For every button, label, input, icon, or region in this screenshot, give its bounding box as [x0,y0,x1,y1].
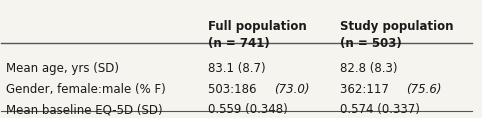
Text: 83.1 (8.7): 83.1 (8.7) [208,62,266,75]
Text: (75.6): (75.6) [406,82,442,96]
Text: 362:117: 362:117 [340,82,393,96]
Text: Gender, female:male (% F): Gender, female:male (% F) [6,82,166,96]
Text: Mean age, yrs (SD): Mean age, yrs (SD) [6,62,119,75]
Text: 0.574 (0.337): 0.574 (0.337) [340,103,420,116]
Text: 0.559 (0.348): 0.559 (0.348) [208,103,288,116]
Text: (73.0): (73.0) [274,82,309,96]
Text: Mean baseline EQ-5D (SD): Mean baseline EQ-5D (SD) [6,103,163,116]
Text: 503:186: 503:186 [208,82,261,96]
Text: 82.8 (8.3): 82.8 (8.3) [340,62,398,75]
Text: Full population
(n = 741): Full population (n = 741) [208,20,307,50]
Text: Study population
(n = 503): Study population (n = 503) [340,20,454,50]
